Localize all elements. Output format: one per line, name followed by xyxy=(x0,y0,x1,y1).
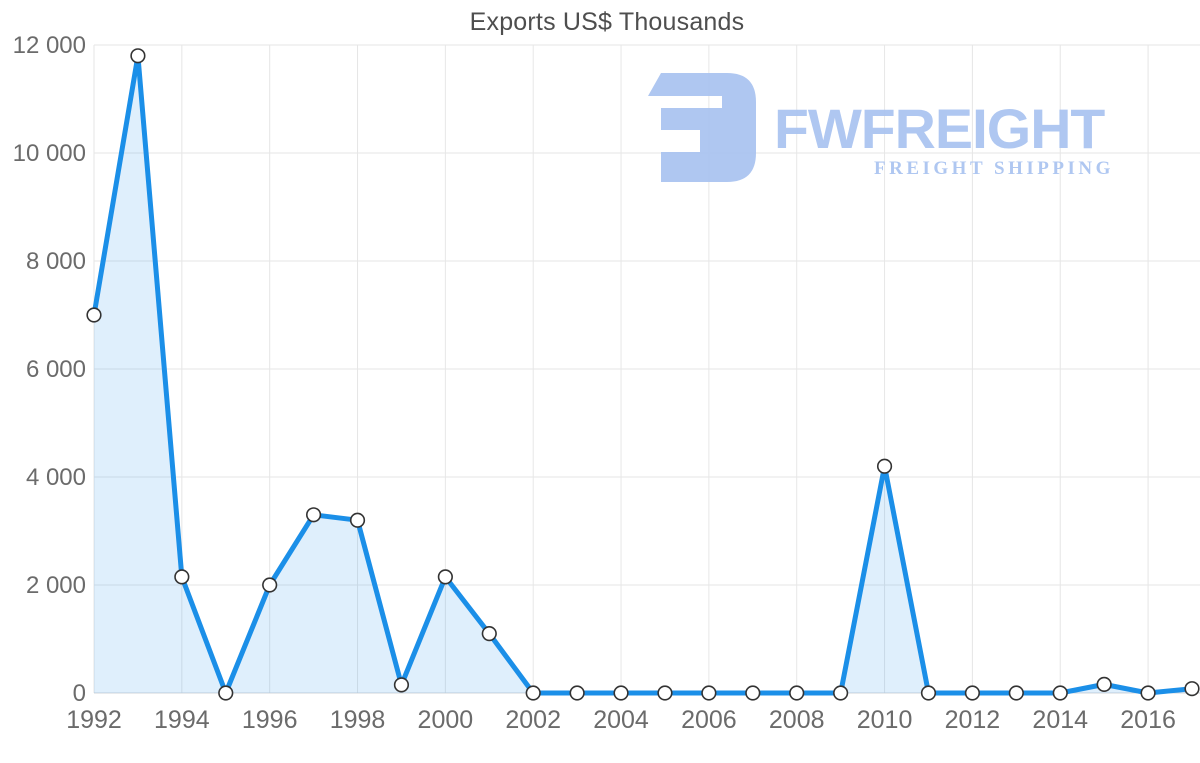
data-point-1994[interactable] xyxy=(174,569,190,585)
x-tick-label-2008: 2008 xyxy=(769,706,825,734)
data-point-2011[interactable] xyxy=(920,685,937,701)
data-point-2000[interactable] xyxy=(437,569,453,585)
data-point-2008[interactable] xyxy=(789,685,805,701)
data-point-2010[interactable] xyxy=(876,458,893,474)
data-point-2007[interactable] xyxy=(745,685,761,701)
y-tick-label-2 000: 2 000 xyxy=(26,572,86,599)
data-point-1992[interactable] xyxy=(86,307,102,323)
series-line xyxy=(91,53,1195,696)
data-point-1996[interactable] xyxy=(262,577,278,593)
data-point-2003[interactable] xyxy=(569,685,585,701)
data-point-2015[interactable] xyxy=(1096,676,1112,692)
data-point-2017[interactable] xyxy=(1184,681,1200,697)
data-point-2013[interactable] xyxy=(1008,685,1024,701)
x-tick-label-2016: 2016 xyxy=(1120,706,1176,734)
x-tick-label-2006: 2006 xyxy=(681,706,737,734)
series-area-fill xyxy=(94,55,1192,694)
data-point-2004[interactable] xyxy=(613,685,629,701)
x-tick-label-2014: 2014 xyxy=(1032,706,1088,734)
y-tick-label-0: 0 xyxy=(73,680,86,707)
y-tick-label-8 000: 8 000 xyxy=(26,248,86,275)
x-tick-label-2004: 2004 xyxy=(593,706,649,734)
x-tick-label-2002: 2002 xyxy=(505,706,561,734)
data-point-2014[interactable] xyxy=(1052,685,1068,701)
data-point-1993[interactable] xyxy=(130,48,146,64)
x-tick-label-1998: 1998 xyxy=(330,706,386,734)
x-tick-label-2010: 2010 xyxy=(857,706,913,734)
data-point-1997[interactable] xyxy=(306,507,322,523)
data-point-1999[interactable] xyxy=(393,677,410,693)
data-point-2001[interactable] xyxy=(481,625,497,642)
data-point-2005[interactable] xyxy=(657,685,673,701)
data-point-2006[interactable] xyxy=(701,685,717,701)
x-tick-label-1994: 1994 xyxy=(154,706,210,734)
x-tick-label-2000: 2000 xyxy=(418,706,474,734)
data-point-2012[interactable] xyxy=(964,685,981,701)
y-tick-label-10 000: 10 000 xyxy=(13,140,86,167)
y-tick-label-6 000: 6 000 xyxy=(26,356,86,383)
x-tick-label-1992: 1992 xyxy=(66,706,122,734)
data-point-2016[interactable] xyxy=(1140,685,1156,701)
x-tick-label-1996: 1996 xyxy=(242,706,298,734)
x-tick-label-2012: 2012 xyxy=(945,706,1001,734)
y-tick-label-12 000: 12 000 xyxy=(13,32,86,59)
y-tick-label-4 000: 4 000 xyxy=(26,464,86,491)
data-point-2002[interactable] xyxy=(525,685,541,701)
data-point-1995[interactable] xyxy=(218,685,234,701)
data-point-1998[interactable] xyxy=(349,512,366,528)
chart-title: Exports US$ Thousands xyxy=(469,8,745,36)
data-point-2009[interactable] xyxy=(833,685,849,701)
